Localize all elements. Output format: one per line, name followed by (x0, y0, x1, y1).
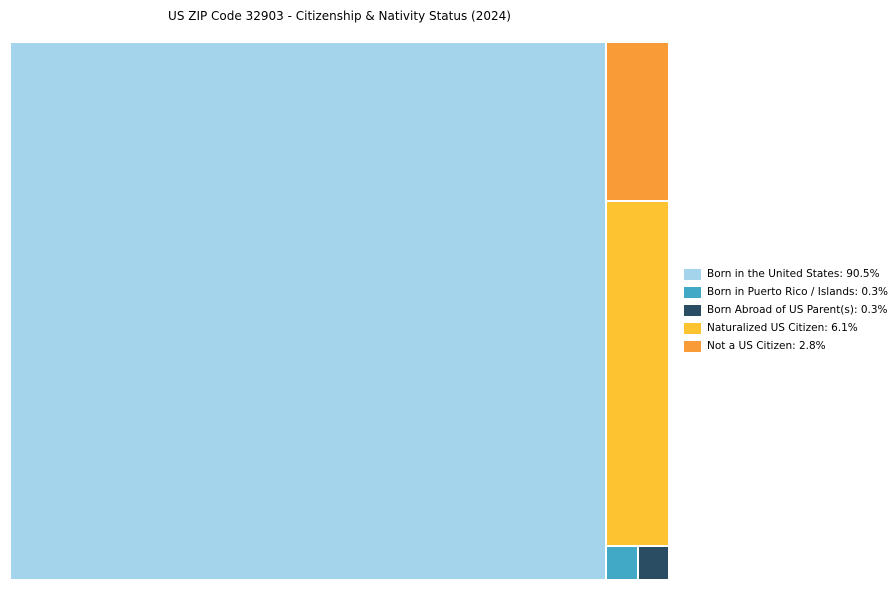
treemap-rect-not-a-citizen (606, 42, 669, 201)
legend-item: Born in Puerto Rico / Islands: 0.3% (684, 283, 888, 301)
treemap-rect-born-puerto-rico (606, 546, 638, 580)
legend-label: Born in Puerto Rico / Islands: 0.3% (707, 286, 889, 298)
legend-item: Born in the United States: 90.5% (684, 265, 888, 283)
legend-label: Born Abroad of US Parent(s): 0.3% (707, 304, 888, 316)
treemap-rect-born-in-us (10, 42, 607, 580)
legend-label: Naturalized US Citizen: 6.1% (707, 322, 858, 334)
treemap-rect-born-abroad (637, 546, 669, 580)
legend-swatch (684, 268, 701, 280)
legend: Born in the United States: 90.5% Born in … (684, 265, 888, 355)
legend-item: Not a US Citizen: 2.8% (684, 337, 888, 355)
legend-item: Naturalized US Citizen: 6.1% (684, 319, 888, 337)
legend-label: Not a US Citizen: 2.8% (707, 340, 826, 352)
legend-swatch (684, 322, 701, 334)
legend-swatch (684, 304, 701, 316)
legend-label: Born in the United States: 90.5% (707, 268, 880, 280)
legend-swatch (684, 340, 701, 352)
treemap-plot (10, 42, 669, 580)
treemap-rect-naturalized (606, 200, 669, 546)
legend-item: Born Abroad of US Parent(s): 0.3% (684, 301, 888, 319)
legend-swatch (684, 286, 701, 298)
chart-title: US ZIP Code 32903 - Citizenship & Nativi… (168, 9, 511, 23)
